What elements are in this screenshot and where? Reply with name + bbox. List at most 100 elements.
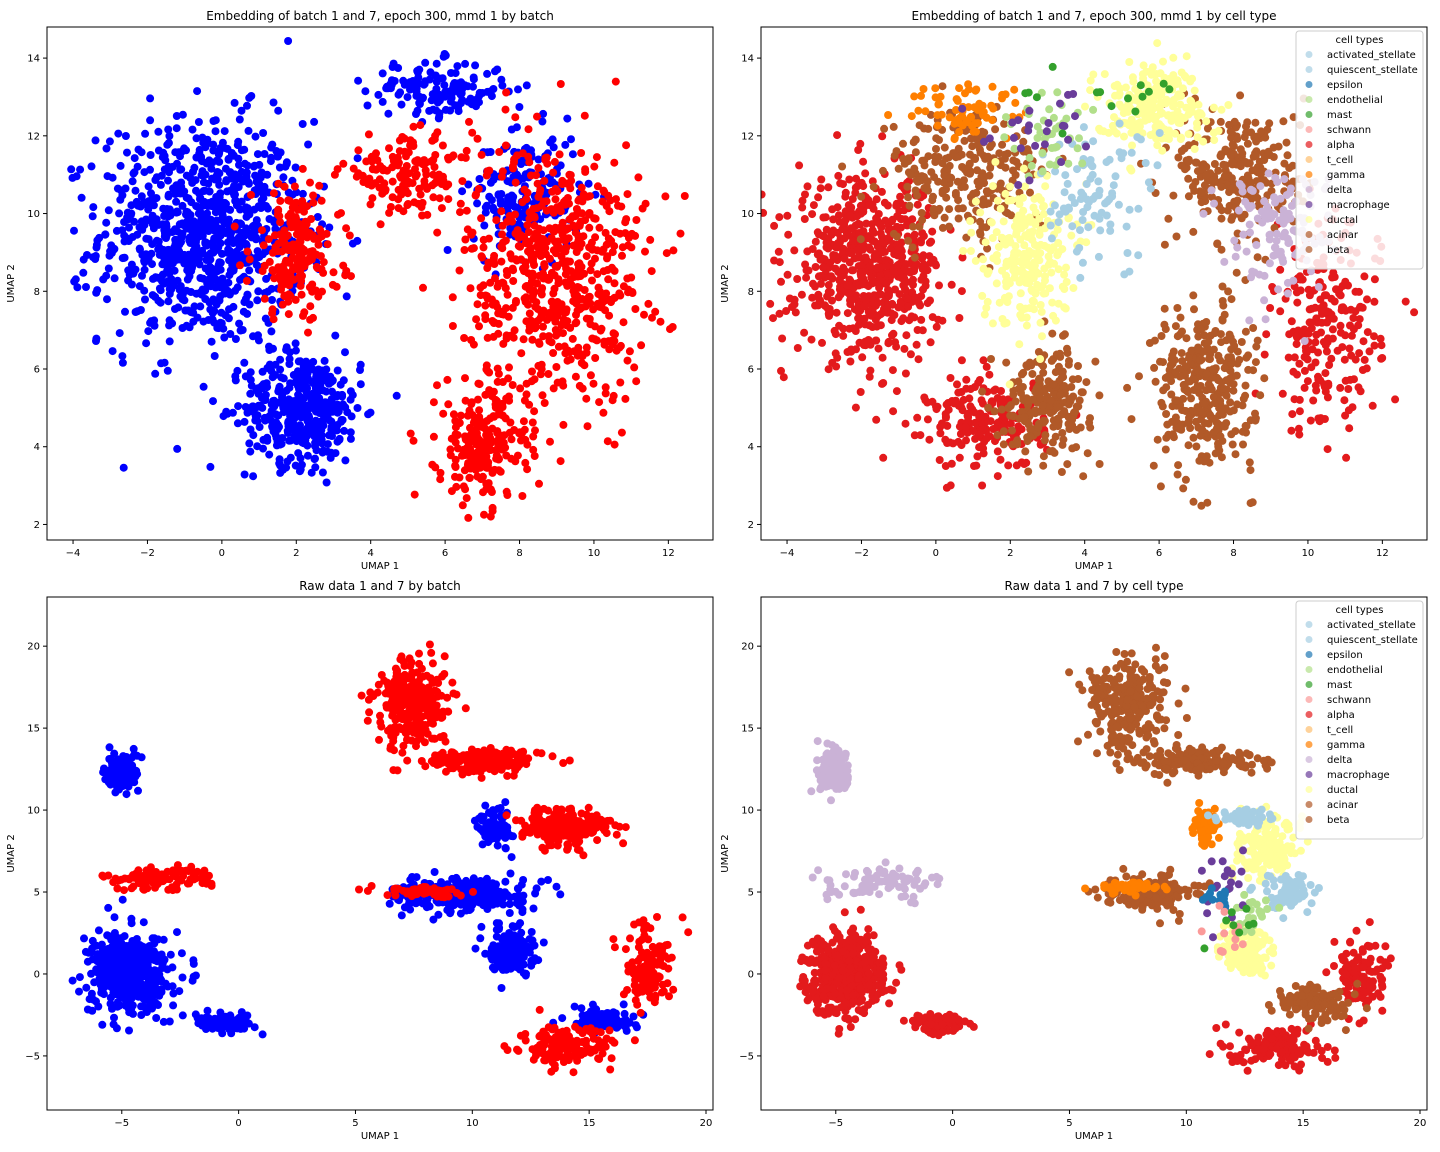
data-point [320, 356, 329, 365]
data-point [632, 216, 641, 224]
data-point [932, 134, 941, 143]
data-point [154, 237, 163, 246]
data-point [220, 198, 229, 207]
data-point [164, 192, 173, 201]
data-point [309, 357, 318, 366]
data-point [831, 330, 840, 339]
data-point [929, 205, 938, 213]
data-point [890, 151, 899, 160]
data-point [396, 171, 405, 180]
data-point [92, 288, 101, 297]
data-point [475, 380, 484, 389]
data-point [555, 150, 564, 159]
data-point [530, 375, 539, 384]
data-point [253, 296, 262, 305]
data-point [568, 334, 577, 343]
data-point [366, 408, 375, 417]
data-point [252, 233, 261, 242]
data-point [110, 274, 119, 283]
data-point [461, 374, 469, 383]
data-point [119, 253, 128, 262]
data-point [595, 398, 604, 407]
data-point [1330, 297, 1339, 306]
data-point [91, 136, 100, 145]
data-point [1219, 301, 1228, 310]
data-point [923, 299, 932, 308]
data-point [571, 372, 580, 381]
data-point [621, 218, 630, 227]
data-point [559, 420, 568, 429]
data-point [1276, 265, 1285, 274]
data-point [137, 148, 146, 157]
data-point [1262, 330, 1271, 339]
data-point [834, 171, 843, 180]
data-point [1349, 314, 1358, 322]
data-point [1336, 383, 1345, 392]
data-point [908, 215, 917, 224]
data-point [565, 170, 574, 179]
data-point [1019, 368, 1028, 377]
data-point [549, 384, 558, 393]
data-point [955, 314, 964, 322]
data-point [576, 305, 585, 314]
data-point [267, 153, 276, 162]
data-point [467, 244, 476, 253]
data-point [904, 193, 912, 202]
data-point [146, 116, 155, 125]
data-point [294, 357, 303, 366]
data-point [409, 122, 418, 131]
data-point [557, 303, 566, 312]
data-point [191, 176, 200, 185]
data-point [512, 256, 521, 265]
data-point [458, 501, 467, 510]
data-point [918, 156, 927, 165]
data-point [251, 132, 260, 141]
data-point [616, 378, 625, 387]
data-point [234, 137, 243, 146]
data-point [252, 253, 261, 262]
x-tick-label: 2 [293, 548, 299, 559]
data-point [801, 260, 810, 269]
data-point [559, 329, 567, 338]
data-point [103, 295, 111, 304]
data-point [515, 429, 524, 438]
data-point [1057, 468, 1066, 476]
data-point [411, 172, 420, 181]
data-point [1213, 239, 1222, 248]
data-point [502, 394, 511, 403]
data-point [790, 246, 799, 255]
data-point [164, 125, 173, 134]
data-point [1209, 345, 1218, 354]
data-point [87, 162, 96, 171]
data-point [1161, 445, 1170, 454]
data-point [537, 365, 546, 374]
data-point [317, 196, 326, 205]
data-point [483, 367, 492, 376]
data-point [775, 213, 784, 222]
data-point [443, 246, 452, 254]
data-point [537, 201, 546, 210]
data-point [318, 366, 327, 375]
data-point [451, 472, 459, 481]
data-point [962, 375, 971, 384]
data-point [1017, 389, 1025, 397]
data-point [831, 349, 840, 358]
x-tick-label: 6 [442, 548, 448, 559]
data-point [1306, 416, 1315, 425]
data-point [870, 237, 879, 246]
data-point [261, 396, 270, 404]
data-point [1195, 456, 1204, 465]
data-point [818, 231, 827, 240]
data-point [1213, 424, 1221, 433]
data-point [482, 485, 491, 493]
data-point [288, 190, 297, 199]
data-point [268, 140, 277, 149]
data-point [1171, 322, 1180, 331]
data-point [144, 205, 153, 214]
data-point [276, 196, 285, 205]
data-point [520, 294, 529, 303]
data-point [345, 231, 354, 240]
data-point [1337, 306, 1346, 315]
data-point [260, 294, 269, 303]
